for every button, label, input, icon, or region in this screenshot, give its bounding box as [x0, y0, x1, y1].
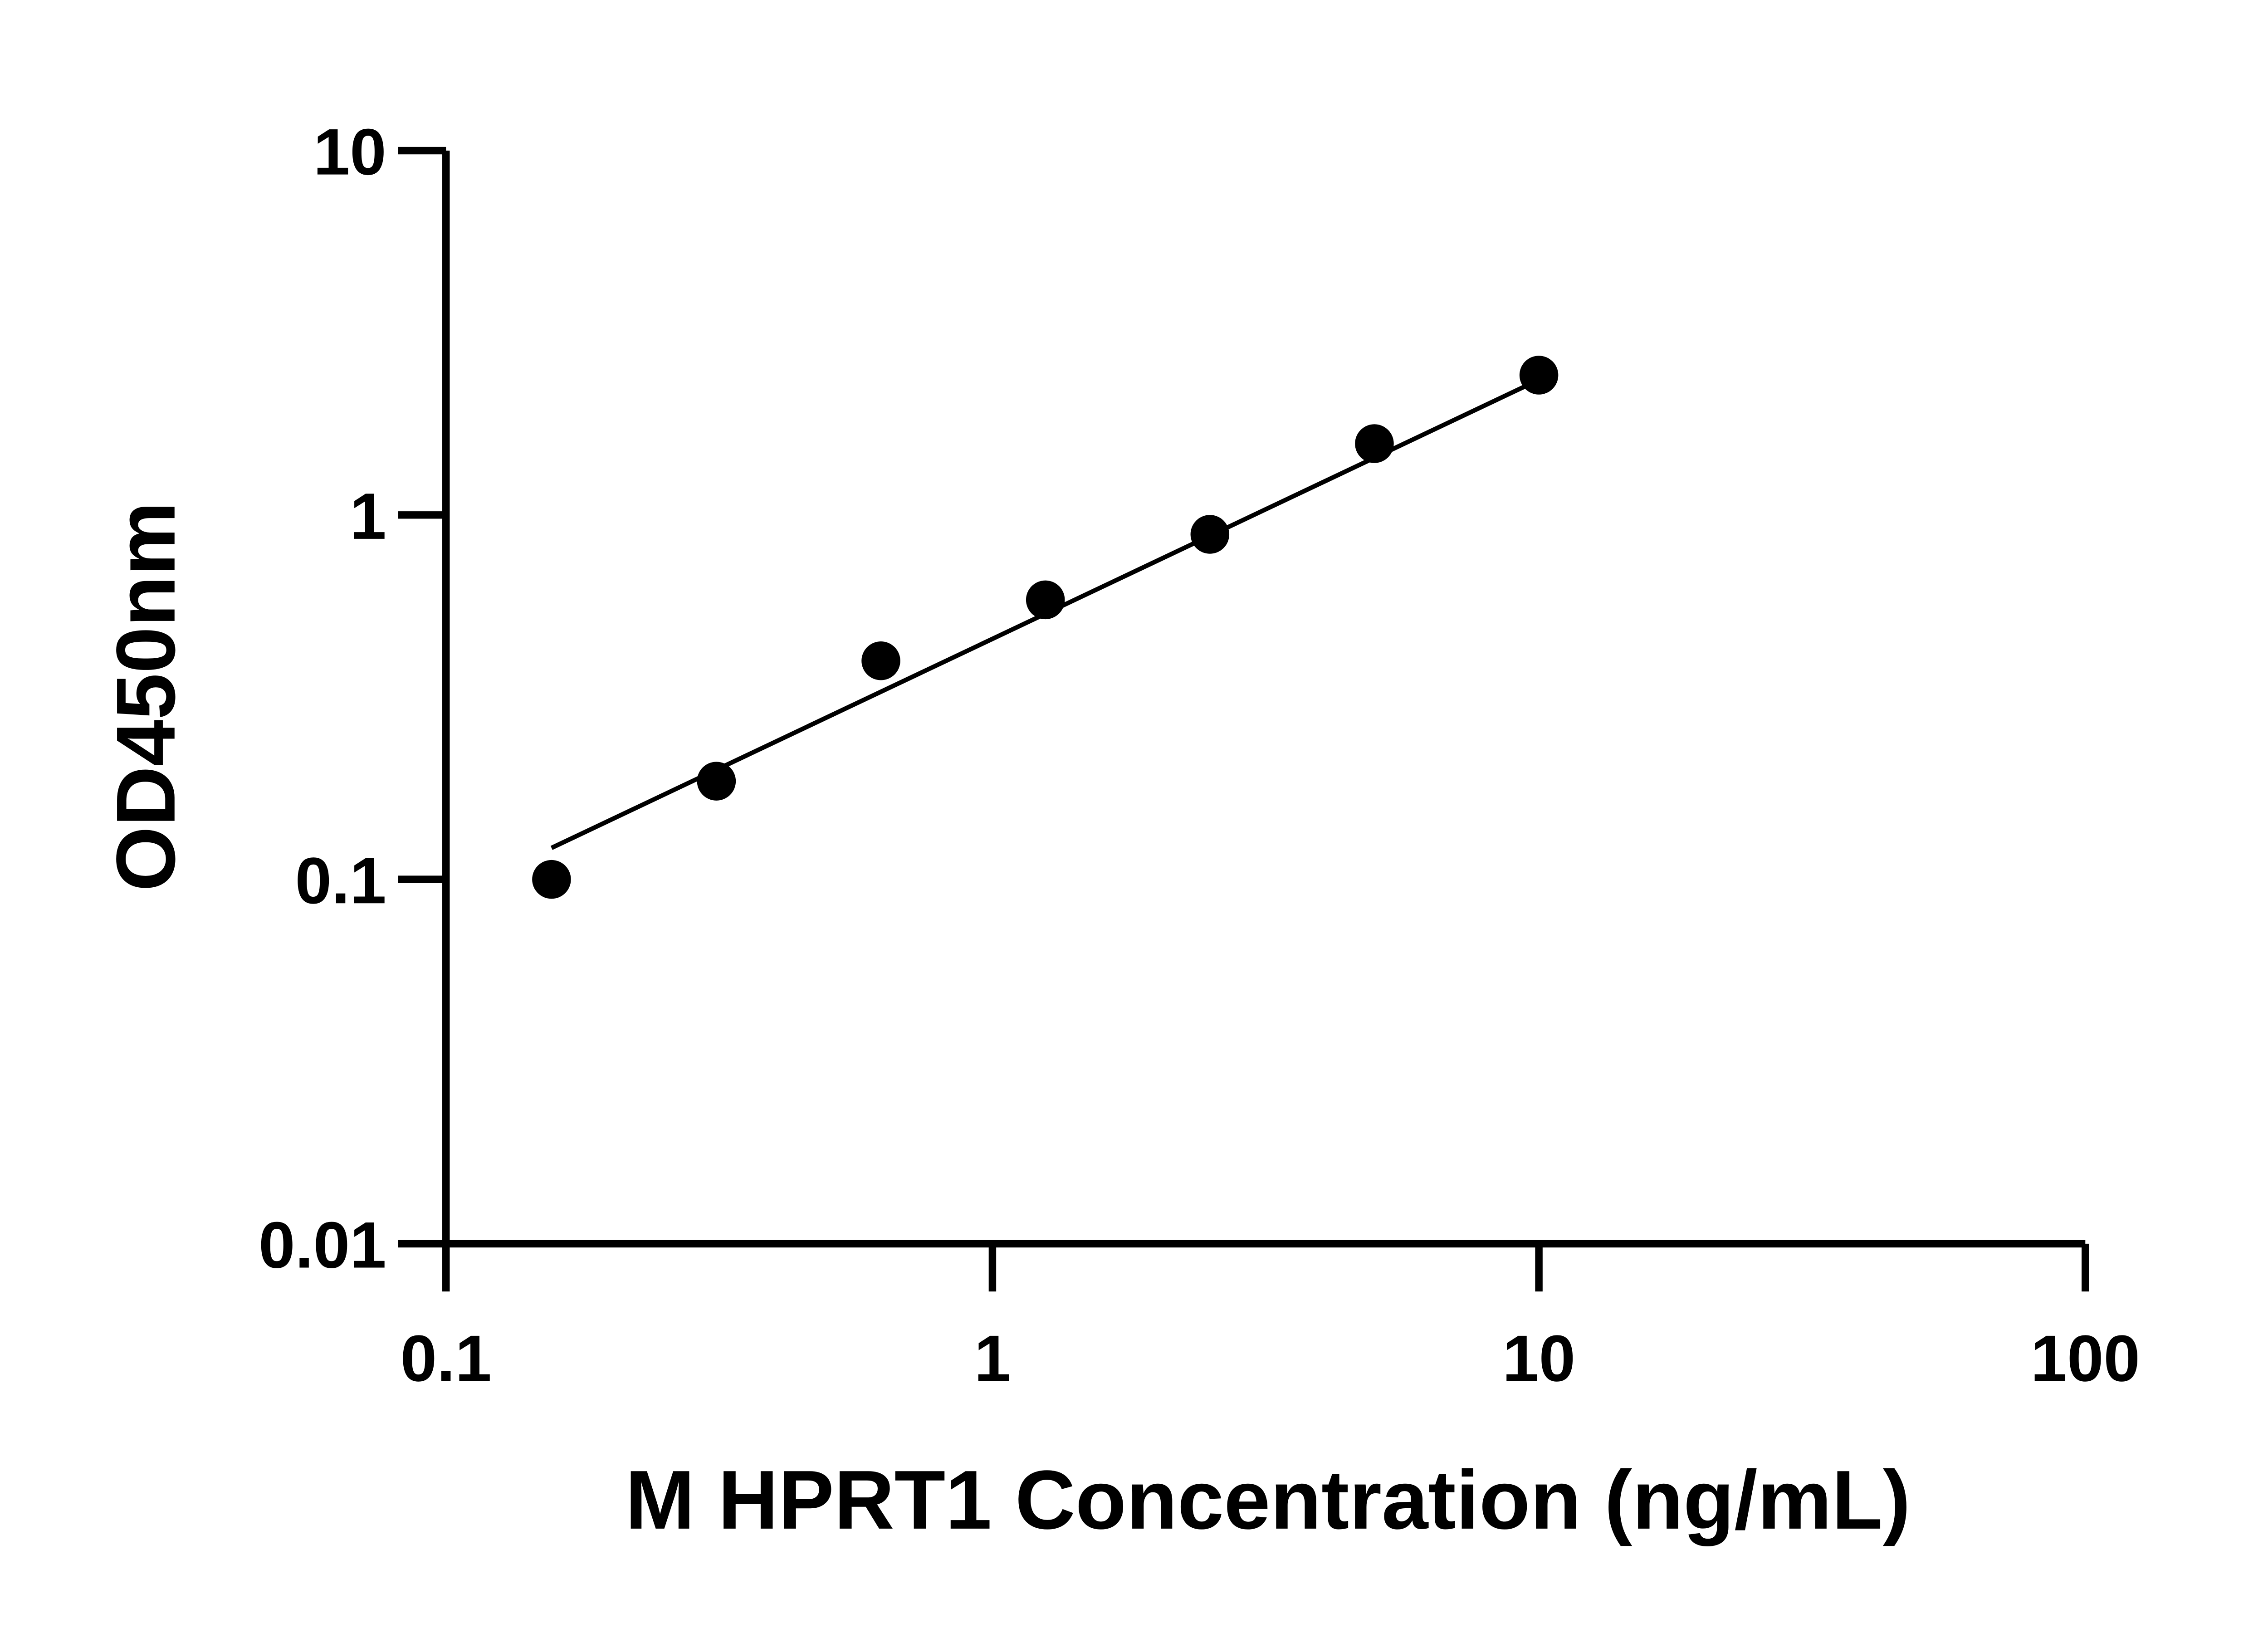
x-axis-label: M HPRT1 Concentration (ng/mL): [625, 1453, 1911, 1547]
y-tick-label: 10: [313, 115, 386, 189]
data-point: [697, 762, 736, 801]
x-tick-label: 1: [974, 1321, 1011, 1395]
data-point: [1190, 515, 1230, 554]
y-tick-label: 0.1: [295, 844, 386, 917]
data-point: [1355, 424, 1394, 463]
x-tick-label: 10: [1502, 1321, 1575, 1395]
data-point: [1026, 580, 1065, 620]
y-axis-label: OD450nm: [99, 502, 193, 891]
x-tick-label: 100: [2031, 1321, 2140, 1395]
y-tick-label: 0.01: [259, 1208, 386, 1282]
data-point: [532, 860, 571, 899]
y-tick-label: 1: [350, 479, 386, 553]
data-point: [1519, 356, 1559, 395]
data-point: [861, 641, 900, 680]
data-points: [532, 356, 1559, 899]
x-tick-label: 0.1: [401, 1321, 492, 1395]
